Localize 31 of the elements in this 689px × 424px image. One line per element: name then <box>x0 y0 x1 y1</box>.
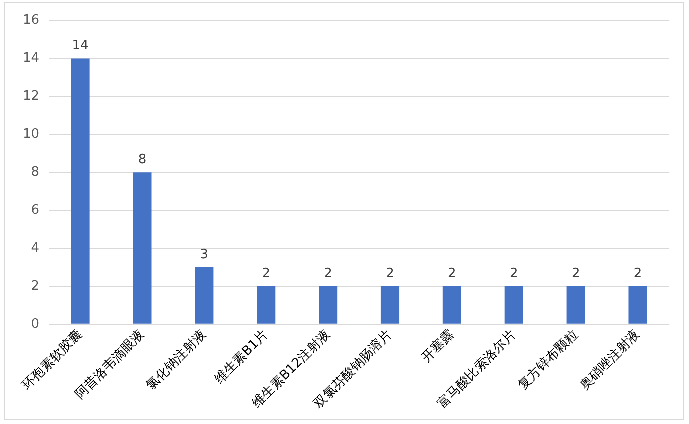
data-label: 2 <box>510 266 518 282</box>
x-tick-label: 氯化钠注射液 <box>144 328 210 394</box>
y-tick-label: 2 <box>31 278 40 294</box>
y-tick-label: 16 <box>22 13 40 28</box>
data-label: 2 <box>448 266 456 282</box>
data-label: 2 <box>572 266 580 282</box>
data-label: 2 <box>386 266 394 282</box>
data-label: 3 <box>200 247 209 262</box>
bar <box>628 286 648 324</box>
y-tick-label: 0 <box>31 316 40 332</box>
bar <box>319 286 338 324</box>
data-label: 2 <box>634 266 642 282</box>
bar <box>257 286 276 324</box>
data-label: 14 <box>72 38 89 54</box>
data-label: 8 <box>138 152 147 168</box>
bar <box>71 58 90 324</box>
y-tick-label: 4 <box>31 240 40 256</box>
x-tick-label: 开塞露 <box>418 326 458 366</box>
bar <box>380 286 400 324</box>
y-tick-label: 14 <box>22 51 40 66</box>
bar <box>504 286 524 324</box>
y-tick-label: 12 <box>22 89 40 104</box>
y-tick-label: 10 <box>22 127 40 142</box>
data-label: 2 <box>262 266 270 282</box>
bar <box>442 286 462 324</box>
y-tick-label: 8 <box>31 164 40 180</box>
y-tick-label: 6 <box>31 202 40 218</box>
bar <box>195 268 214 324</box>
data-label: 2 <box>324 266 332 282</box>
bar <box>566 286 586 324</box>
bar <box>133 172 152 324</box>
